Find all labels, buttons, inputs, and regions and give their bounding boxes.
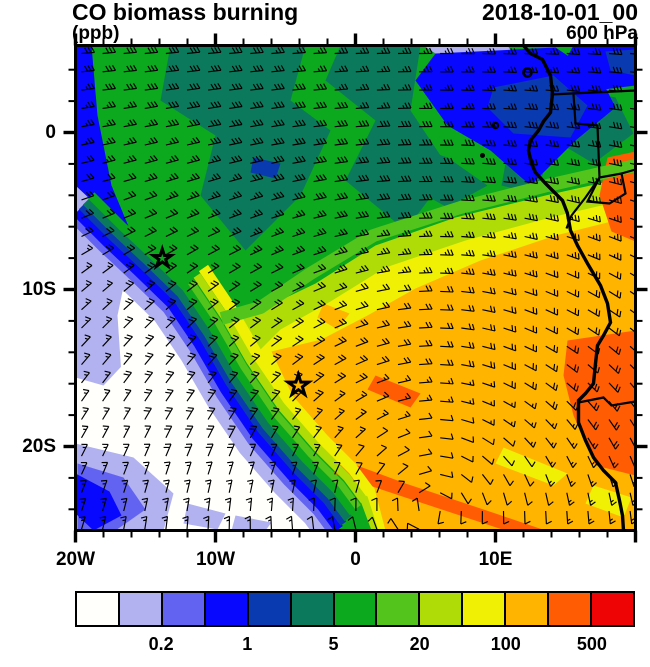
axis-ticks xyxy=(63,33,648,543)
x-tick-label: 0 xyxy=(350,549,361,570)
x-tick-label: 10E xyxy=(478,549,513,570)
plot-datetime: 2018-10-01_00 xyxy=(481,0,638,25)
colorbar-cell xyxy=(162,593,206,625)
colorbar-tick-label: 100 xyxy=(490,634,521,654)
colorbar-tick-label: 1 xyxy=(242,634,253,654)
x-tick-label: 20W xyxy=(55,549,96,570)
colorbar-tick-label: 500 xyxy=(576,634,607,654)
colorbar-cell xyxy=(77,593,120,625)
star-marker-2 xyxy=(283,369,314,399)
y-tick-label: 0 xyxy=(45,121,56,143)
colorbar-cell xyxy=(463,593,507,625)
y-tick-label: 20S xyxy=(22,435,56,457)
island-icon xyxy=(480,153,485,158)
colorbar-tick-label: 5 xyxy=(328,634,339,654)
island-icon xyxy=(491,121,500,130)
colorbar-cell xyxy=(506,593,550,625)
y-tick-label: 10S xyxy=(22,278,56,300)
colorbar-tick-label: 20 xyxy=(409,634,430,654)
colorbar-cell xyxy=(119,593,163,625)
colorbar-tick-label: 0.2 xyxy=(148,634,174,654)
colorbar xyxy=(75,591,635,627)
plot-title: CO biomass burning xyxy=(72,0,299,25)
colorbar-cell xyxy=(592,593,633,625)
colorbar-cell xyxy=(334,593,378,625)
map-group xyxy=(63,33,648,543)
colorbar-cell xyxy=(549,593,593,625)
colorbar-cell xyxy=(205,593,249,625)
star-marker-1 xyxy=(148,243,176,271)
colorbar-cell xyxy=(291,593,335,625)
colorbar-cell xyxy=(248,593,292,625)
coastline-path xyxy=(522,45,626,531)
colorbar-cell xyxy=(377,593,421,625)
units-label: (ppb) xyxy=(72,23,120,44)
wind-barbs xyxy=(79,46,636,531)
colorbar-cell xyxy=(420,593,464,625)
coastline xyxy=(522,45,626,531)
pressure-level-label: 600 hPa xyxy=(566,23,638,44)
x-tick-label: 10W xyxy=(195,549,236,570)
